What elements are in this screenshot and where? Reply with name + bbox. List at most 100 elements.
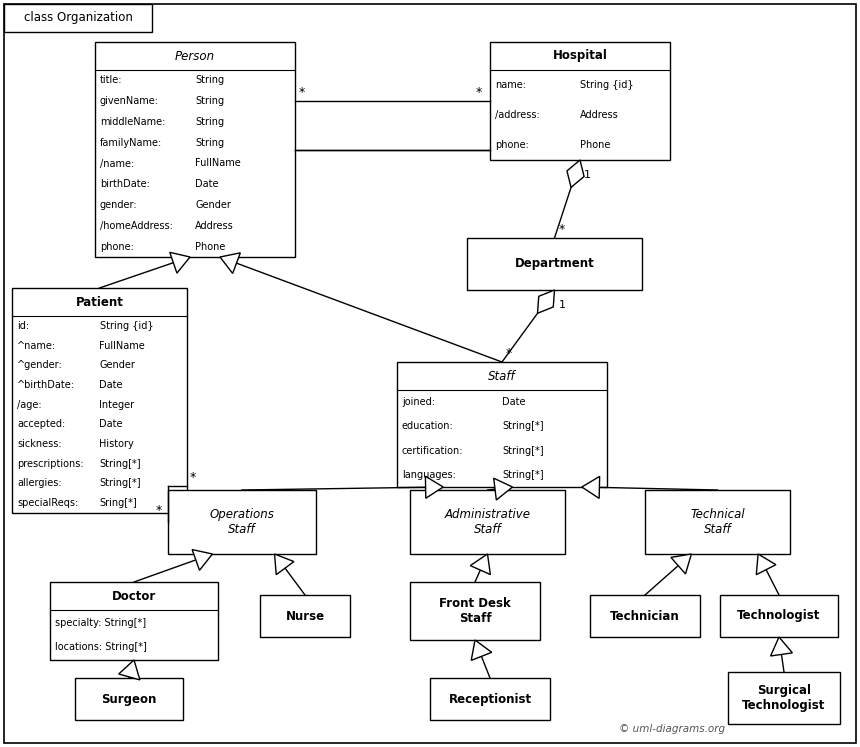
- Text: *: *: [506, 347, 513, 360]
- Polygon shape: [771, 637, 792, 656]
- Bar: [728, 672, 840, 724]
- Text: Date: Date: [502, 397, 525, 407]
- Bar: [50, 582, 218, 660]
- Text: String {id}: String {id}: [580, 80, 634, 90]
- Text: Date: Date: [195, 179, 218, 189]
- Text: gender:: gender:: [100, 200, 138, 210]
- Bar: [490, 42, 670, 160]
- Bar: [590, 595, 700, 637]
- Bar: [410, 582, 540, 640]
- Text: middleName:: middleName:: [100, 117, 165, 127]
- Text: Hospital: Hospital: [553, 49, 607, 63]
- Text: phone:: phone:: [100, 241, 134, 252]
- Bar: [410, 490, 565, 554]
- Bar: [720, 595, 838, 637]
- Bar: [467, 238, 642, 290]
- Text: phone:: phone:: [495, 140, 529, 150]
- Text: Technical
Staff: Technical Staff: [691, 508, 745, 536]
- Polygon shape: [567, 160, 584, 187]
- Text: specialty: String[*]: specialty: String[*]: [55, 618, 146, 627]
- Polygon shape: [274, 554, 294, 574]
- Text: Technician: Technician: [610, 610, 680, 622]
- Text: /age:: /age:: [17, 400, 41, 409]
- Text: Sring[*]: Sring[*]: [100, 498, 138, 508]
- Text: *: *: [190, 471, 196, 484]
- Polygon shape: [192, 550, 212, 570]
- Text: History: History: [100, 439, 134, 449]
- Polygon shape: [756, 554, 776, 574]
- Text: familyName:: familyName:: [100, 137, 163, 148]
- Text: Administrative
Staff: Administrative Staff: [445, 508, 531, 536]
- Text: Person: Person: [175, 49, 215, 63]
- Polygon shape: [471, 640, 492, 660]
- Text: Department: Department: [514, 258, 594, 270]
- Text: String: String: [195, 75, 224, 85]
- Text: title:: title:: [100, 75, 122, 85]
- Text: 1: 1: [558, 300, 566, 310]
- Text: ^birthDate:: ^birthDate:: [17, 380, 75, 390]
- Bar: [645, 490, 790, 554]
- Text: Gender: Gender: [195, 200, 230, 210]
- Bar: [168, 490, 316, 554]
- Text: String[*]: String[*]: [100, 459, 141, 469]
- Text: id:: id:: [17, 321, 29, 331]
- Polygon shape: [538, 290, 555, 313]
- Text: certification:: certification:: [402, 446, 464, 456]
- Text: FullName: FullName: [195, 158, 241, 169]
- Polygon shape: [426, 477, 443, 498]
- Polygon shape: [494, 478, 513, 500]
- Text: Date: Date: [100, 419, 123, 430]
- Text: ^gender:: ^gender:: [17, 360, 63, 371]
- Polygon shape: [582, 477, 599, 498]
- Text: Surgeon: Surgeon: [101, 692, 157, 705]
- Text: name:: name:: [495, 80, 526, 90]
- Text: *: *: [156, 504, 163, 517]
- Polygon shape: [119, 660, 140, 680]
- Text: specialReqs:: specialReqs:: [17, 498, 78, 508]
- Text: accepted:: accepted:: [17, 419, 65, 430]
- Text: Receptionist: Receptionist: [448, 692, 531, 705]
- Text: Nurse: Nurse: [286, 610, 324, 622]
- Text: Doctor: Doctor: [112, 589, 157, 603]
- Text: String[*]: String[*]: [502, 421, 544, 431]
- Text: String: String: [195, 117, 224, 127]
- Text: ^name:: ^name:: [17, 341, 56, 350]
- Polygon shape: [169, 252, 190, 273]
- Text: Date: Date: [100, 380, 123, 390]
- Text: String[*]: String[*]: [100, 478, 141, 489]
- Text: Address: Address: [580, 110, 618, 120]
- Text: Gender: Gender: [100, 360, 135, 371]
- Text: allergies:: allergies:: [17, 478, 62, 489]
- Text: class Organization: class Organization: [23, 11, 132, 25]
- Text: prescriptions:: prescriptions:: [17, 459, 83, 469]
- Bar: [430, 678, 550, 720]
- Text: /homeAddress:: /homeAddress:: [100, 221, 173, 231]
- Bar: [12, 288, 187, 513]
- Text: © uml-diagrams.org: © uml-diagrams.org: [619, 724, 725, 734]
- Text: *: *: [558, 223, 565, 236]
- Polygon shape: [220, 252, 240, 273]
- Text: 1: 1: [584, 170, 591, 180]
- Text: *: *: [299, 86, 305, 99]
- Text: Operations
Staff: Operations Staff: [210, 508, 274, 536]
- Polygon shape: [470, 554, 490, 574]
- Text: Staff: Staff: [488, 370, 516, 382]
- Text: education:: education:: [402, 421, 454, 431]
- Text: Integer: Integer: [100, 400, 135, 409]
- Text: Phone: Phone: [195, 241, 225, 252]
- Text: Patient: Patient: [76, 296, 124, 309]
- Text: sickness:: sickness:: [17, 439, 62, 449]
- Text: FullName: FullName: [100, 341, 145, 350]
- Text: Phone: Phone: [580, 140, 611, 150]
- Text: String[*]: String[*]: [502, 446, 544, 456]
- Text: String[*]: String[*]: [502, 470, 544, 480]
- Text: Front Desk
Staff: Front Desk Staff: [439, 597, 511, 625]
- Text: *: *: [476, 86, 482, 99]
- Bar: [260, 595, 350, 637]
- Text: birthDate:: birthDate:: [100, 179, 150, 189]
- Text: String {id}: String {id}: [100, 321, 153, 331]
- Text: String: String: [195, 96, 224, 106]
- Text: Address: Address: [195, 221, 234, 231]
- Bar: [75, 678, 183, 720]
- Text: Technologist: Technologist: [737, 610, 820, 622]
